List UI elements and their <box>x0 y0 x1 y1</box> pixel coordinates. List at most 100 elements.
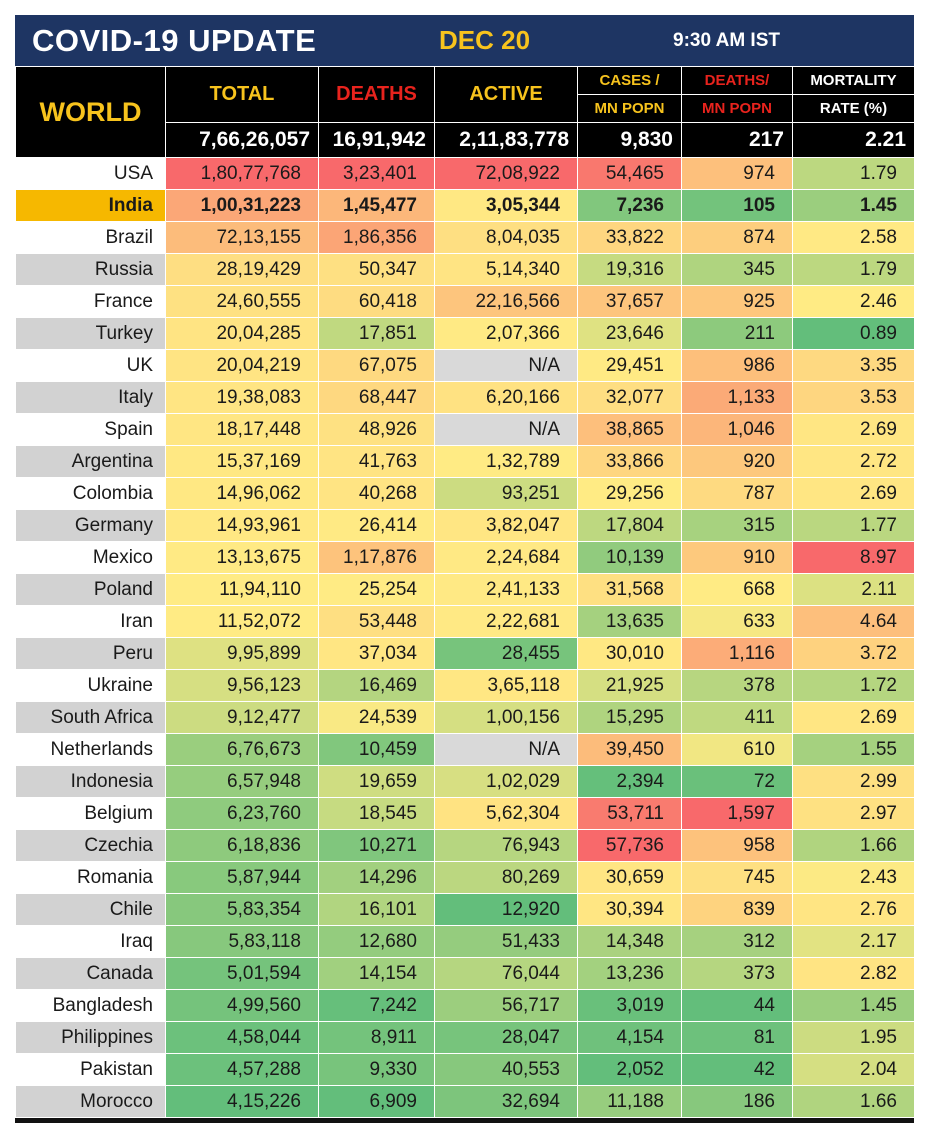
country-name: Pakistan <box>15 1053 166 1086</box>
cell-mortality: 2.11 <box>792 573 915 606</box>
cell-mortality: 3.53 <box>792 381 915 414</box>
cell-total: 19,38,083 <box>165 381 319 414</box>
country-name: Peru <box>15 637 166 670</box>
table-row: Argentina 15,37,169 41,763 1,32,789 33,866 92… <box>15 445 915 478</box>
cell-deaths: 53,448 <box>318 605 435 638</box>
country-name: Russia <box>15 253 166 286</box>
cell-deaths: 40,268 <box>318 477 435 510</box>
country-name: Spain <box>15 413 166 446</box>
cell-active: 93,251 <box>434 477 578 510</box>
cell-mortality: 3.72 <box>792 637 915 670</box>
country-name: Ukraine <box>15 669 166 702</box>
table-row: South Africa 9,12,477 24,539 1,00,156 15,295… <box>15 701 915 734</box>
table-row: USA 1,80,77,768 3,23,401 72,08,922 54,465 974… <box>15 157 915 190</box>
cell-active: 8,04,035 <box>434 221 578 254</box>
cell-mortality: 2.46 <box>792 285 915 318</box>
cell-deaths: 67,075 <box>318 349 435 382</box>
cell-total: 4,99,560 <box>165 989 319 1022</box>
cell-cases-mn: 33,866 <box>577 445 682 478</box>
cell-deaths: 25,254 <box>318 573 435 606</box>
country-name: India <box>15 189 166 222</box>
page-title: COVID-19 UPDATE <box>32 23 317 58</box>
cell-cases-mn: 30,010 <box>577 637 682 670</box>
cell-deaths: 26,414 <box>318 509 435 542</box>
cell-deaths-mn: 42 <box>681 1053 793 1086</box>
cell-deaths: 17,851 <box>318 317 435 350</box>
country-name: Morocco <box>15 1085 166 1118</box>
cell-active: N/A <box>434 733 578 766</box>
cell-active: 12,920 <box>434 893 578 926</box>
cell-active: 3,65,118 <box>434 669 578 702</box>
cell-total: 28,19,429 <box>165 253 319 286</box>
table-row: Pakistan 4,57,288 9,330 40,553 2,052 42 2.04 <box>15 1053 915 1086</box>
cell-active: 40,553 <box>434 1053 578 1086</box>
header-cases-per-mn-bottom: MN POPN <box>577 94 682 123</box>
cell-cases-mn: 30,394 <box>577 893 682 926</box>
cell-total: 15,37,169 <box>165 445 319 478</box>
cell-mortality: 1.77 <box>792 509 915 542</box>
cell-active: 5,14,340 <box>434 253 578 286</box>
cell-cases-mn: 13,236 <box>577 957 682 990</box>
country-name: Colombia <box>15 477 166 510</box>
world-deaths: 16,91,942 <box>318 122 435 158</box>
cell-mortality: 1.95 <box>792 1021 915 1054</box>
cell-total: 18,17,448 <box>165 413 319 446</box>
cell-mortality: 2.58 <box>792 221 915 254</box>
cell-deaths-mn: 787 <box>681 477 793 510</box>
cell-mortality: 1.45 <box>792 189 915 222</box>
header-mortality-bottom: RATE (%) <box>792 94 915 123</box>
cell-deaths: 1,17,876 <box>318 541 435 574</box>
header-total: TOTAL <box>165 66 319 123</box>
cell-total: 9,95,899 <box>165 637 319 670</box>
cell-deaths-mn: 345 <box>681 253 793 286</box>
cell-deaths-mn: 874 <box>681 221 793 254</box>
cell-deaths-mn: 986 <box>681 349 793 382</box>
cell-mortality: 2.43 <box>792 861 915 894</box>
country-name: Canada <box>15 957 166 990</box>
cell-deaths: 6,909 <box>318 1085 435 1118</box>
cell-cases-mn: 39,450 <box>577 733 682 766</box>
cell-mortality: 2.99 <box>792 765 915 798</box>
cell-deaths-mn: 925 <box>681 285 793 318</box>
cell-active: 51,433 <box>434 925 578 958</box>
world-label: WORLD <box>15 66 166 158</box>
cell-active: 2,24,684 <box>434 541 578 574</box>
world-cases-per-mn: 9,830 <box>577 122 682 158</box>
cell-deaths-mn: 958 <box>681 829 793 862</box>
cell-deaths-mn: 312 <box>681 925 793 958</box>
cell-deaths-mn: 1,133 <box>681 381 793 414</box>
cell-cases-mn: 13,635 <box>577 605 682 638</box>
cell-deaths: 24,539 <box>318 701 435 734</box>
cell-deaths-mn: 745 <box>681 861 793 894</box>
cell-mortality: 2.69 <box>792 477 915 510</box>
cell-deaths-mn: 315 <box>681 509 793 542</box>
country-name: Czechia <box>15 829 166 862</box>
cell-total: 5,83,354 <box>165 893 319 926</box>
cell-mortality: 1.55 <box>792 733 915 766</box>
cell-total: 6,57,948 <box>165 765 319 798</box>
cell-deaths: 1,45,477 <box>318 189 435 222</box>
cell-deaths-mn: 44 <box>681 989 793 1022</box>
cell-deaths: 9,330 <box>318 1053 435 1086</box>
cell-deaths: 50,347 <box>318 253 435 286</box>
header-mortality-top: MORTALITY <box>792 66 915 95</box>
cell-cases-mn: 14,348 <box>577 925 682 958</box>
cell-active: N/A <box>434 349 578 382</box>
title-banner: COVID-19 UPDATE DEC 20 9:30 AM IST <box>15 15 914 66</box>
cell-total: 6,23,760 <box>165 797 319 830</box>
covid-update-card: COVID-19 UPDATE DEC 20 9:30 AM IST WORLD… <box>15 15 915 1118</box>
country-name: Iran <box>15 605 166 638</box>
header-deaths: DEATHS <box>318 66 435 123</box>
table-row: Brazil 72,13,155 1,86,356 8,04,035 33,822 874… <box>15 221 915 254</box>
cell-cases-mn: 38,865 <box>577 413 682 446</box>
world-deaths-per-mn: 217 <box>681 122 793 158</box>
country-name: Bangladesh <box>15 989 166 1022</box>
cell-mortality: 3.35 <box>792 349 915 382</box>
country-name: Mexico <box>15 541 166 574</box>
cell-active: 2,41,133 <box>434 573 578 606</box>
country-name: Turkey <box>15 317 166 350</box>
table-row: Belgium 6,23,760 18,545 5,62,304 53,711 1,597… <box>15 797 915 830</box>
cell-mortality: 1.66 <box>792 829 915 862</box>
cell-active: 32,694 <box>434 1085 578 1118</box>
table-row: Poland 11,94,110 25,254 2,41,133 31,568 668 2.… <box>15 573 915 606</box>
